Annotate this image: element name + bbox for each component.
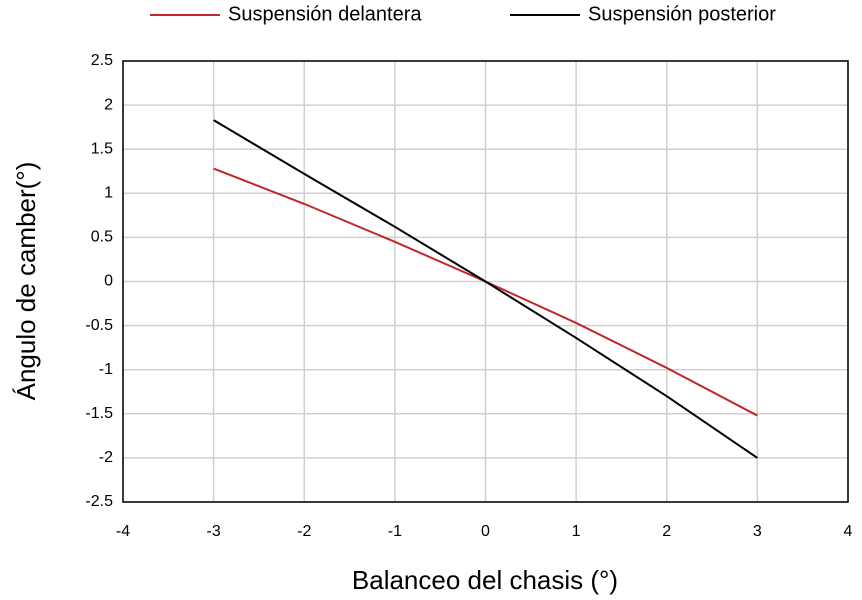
y-tick-label: 1.5	[91, 140, 113, 157]
y-tick-label: -0.5	[85, 317, 113, 334]
x-tick-label: 1	[572, 523, 581, 540]
x-tick-label: 3	[753, 523, 762, 540]
x-axis-title: Balanceo del chasis (°)	[352, 565, 618, 595]
x-tick-label: 0	[481, 523, 490, 540]
y-tick-label: 2	[104, 96, 113, 113]
series-line	[213, 119, 758, 459]
x-tick-label: -2	[297, 523, 311, 540]
y-tick-label: 1	[104, 185, 113, 202]
x-tick-label: -1	[388, 523, 402, 540]
x-tick-label: -4	[116, 523, 130, 540]
legend-label: Suspensión delantera	[228, 3, 422, 25]
y-tick-label: 0	[104, 273, 113, 290]
x-tick-label: 4	[844, 523, 853, 540]
y-tick-label: -2.5	[85, 493, 113, 510]
legend-label: Suspensión posterior	[588, 3, 776, 25]
plot-border	[122, 60, 849, 503]
y-axis-title: Ángulo de camber(°)	[11, 162, 41, 401]
x-tick-label: 2	[662, 523, 671, 540]
y-tick-label: -1	[99, 361, 113, 378]
y-tick-label: 0.5	[91, 229, 113, 246]
y-tick-label: 2.5	[91, 52, 113, 69]
y-tick-label: -1.5	[85, 405, 113, 422]
x-tick-label: -3	[207, 523, 221, 540]
y-tick-label: -2	[99, 449, 113, 466]
